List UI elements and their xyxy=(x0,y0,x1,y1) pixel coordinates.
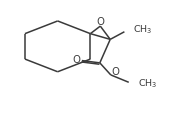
Text: O: O xyxy=(96,17,104,27)
Text: O: O xyxy=(73,55,81,65)
Text: CH$_3$: CH$_3$ xyxy=(138,77,157,90)
Text: O: O xyxy=(111,67,119,77)
Text: CH$_3$: CH$_3$ xyxy=(133,24,153,36)
